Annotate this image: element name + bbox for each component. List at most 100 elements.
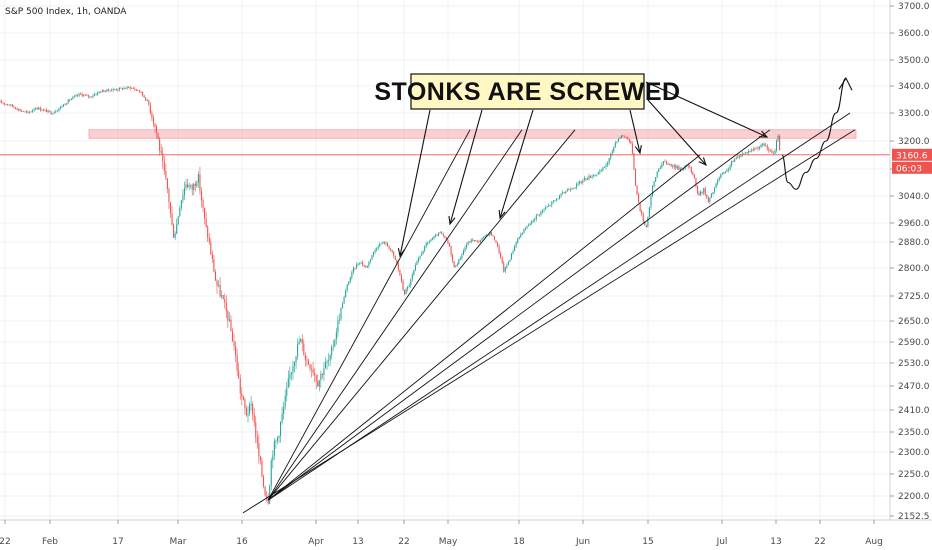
y-tick-label: 2350.0 (898, 428, 930, 438)
fan-line (267, 129, 523, 501)
candle-body (698, 193, 700, 196)
candle-body (382, 241, 384, 244)
candle-body (611, 151, 613, 154)
candle-body (438, 232, 440, 236)
candle-body (430, 239, 432, 242)
candle-body (111, 90, 113, 92)
annotation-arrow (399, 109, 431, 257)
candle-body (171, 213, 173, 225)
candle-body (588, 175, 590, 180)
candle-body (377, 246, 379, 249)
candle-body (582, 179, 584, 183)
candle-body (30, 111, 32, 113)
candle-body (445, 237, 447, 240)
candle-body (715, 183, 717, 188)
candle-body (504, 267, 506, 272)
candle-body (163, 161, 165, 172)
x-tick-label: 22 (0, 537, 11, 547)
candle-body (320, 373, 322, 381)
candle-body (225, 302, 227, 312)
projection-curve (781, 77, 847, 190)
candle-body (343, 296, 345, 304)
candle-body (255, 422, 257, 437)
candle-body (439, 232, 441, 234)
candle-body (652, 186, 654, 196)
candle-body (537, 214, 539, 216)
candle-body (160, 150, 162, 154)
candle-body (200, 191, 203, 201)
price-axis[interactable]: 3700.03600.03500.03400.03300.03200.03120… (889, 0, 932, 522)
candle-body (214, 272, 216, 281)
fan-line (267, 154, 701, 501)
candle-body (247, 413, 249, 416)
y-tick-label: 2300.0 (898, 448, 930, 458)
candle-body (69, 99, 71, 101)
candle-body (515, 242, 517, 246)
candle-body (104, 91, 106, 92)
candle-body (450, 246, 452, 255)
candle-body (301, 339, 303, 344)
candle-body (518, 237, 520, 240)
candle-body (729, 165, 731, 170)
candle-body (287, 378, 289, 388)
candle-body (672, 166, 674, 168)
candle-body (538, 214, 540, 216)
candle-body (514, 245, 516, 251)
candle-body (528, 224, 530, 227)
candle-body (0, 101, 1, 103)
candle-body (366, 265, 368, 268)
candle-body (696, 185, 699, 194)
candle-body (665, 161, 668, 164)
candle-body (574, 187, 576, 189)
candle-body (746, 152, 748, 153)
candle-body (493, 236, 495, 241)
candle-body (520, 234, 522, 238)
candle-body (196, 182, 198, 187)
candle-body (148, 100, 150, 105)
time-axis[interactable]: 22 Feb 17 Mar 16 Apr 13 22 May 18 Jun 15 Jul 13 22 Aug (0, 519, 932, 547)
candle-body (710, 193, 712, 198)
candle-body (642, 214, 644, 222)
candle-body (95, 94, 97, 96)
candle-body (448, 243, 451, 247)
candle-body (76, 95, 79, 97)
candle-body (754, 148, 756, 150)
candle-body (374, 250, 376, 252)
candle-body (776, 140, 778, 151)
candle-body (469, 241, 471, 243)
candle-body (128, 86, 130, 88)
candle-body (748, 150, 750, 153)
candle-body (559, 195, 561, 199)
candle-body (321, 373, 323, 376)
candle-body (295, 356, 297, 363)
candle-body (597, 172, 599, 175)
candle-body (552, 200, 554, 202)
candle-body (624, 136, 626, 138)
candle-body (704, 188, 706, 195)
candle-body (583, 178, 585, 180)
candle-body (391, 249, 393, 253)
candle-body (210, 242, 212, 255)
candle-body (242, 396, 244, 400)
candle-body (52, 113, 54, 115)
candle-body (714, 187, 716, 192)
candle-body (314, 373, 316, 376)
candle-body (166, 178, 168, 189)
candle-body (369, 259, 371, 262)
candle-body (419, 255, 421, 259)
candle-body (324, 362, 327, 369)
candle-body (245, 408, 247, 416)
candle-body (546, 206, 548, 208)
candle-body (219, 284, 221, 297)
candle-body (621, 135, 623, 138)
candle-body (492, 235, 494, 237)
candle-body (593, 175, 595, 177)
candle-body (555, 198, 557, 201)
candle-body (169, 202, 172, 214)
candle-body (332, 346, 334, 348)
candle-body (541, 210, 544, 212)
candle-body (304, 355, 306, 360)
candle-body (394, 255, 396, 260)
